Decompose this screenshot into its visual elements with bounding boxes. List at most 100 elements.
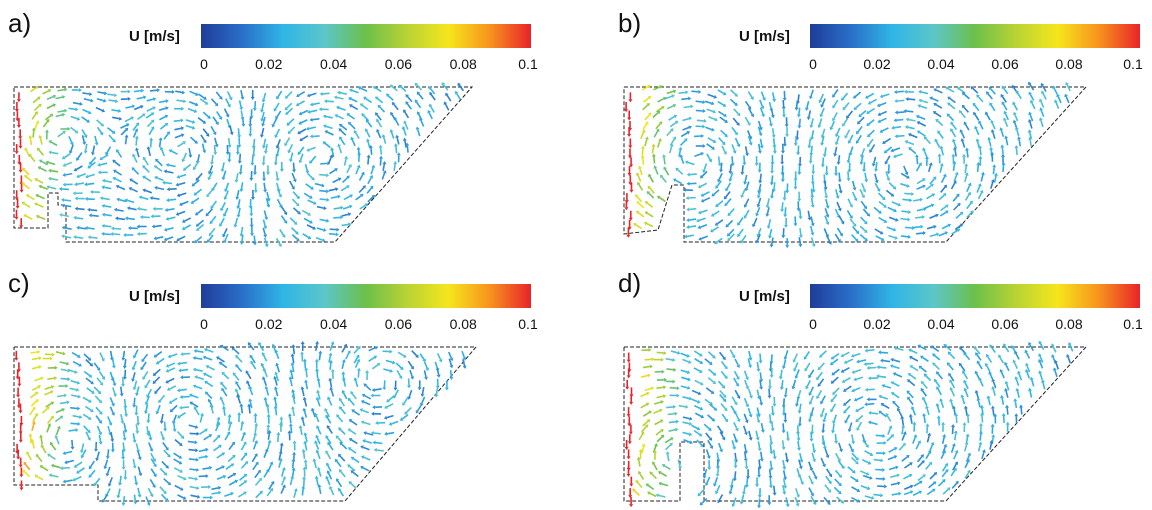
velocity-arrow bbox=[25, 472, 30, 477]
arrow-head bbox=[759, 387, 763, 390]
velocity-arrow bbox=[915, 217, 922, 218]
velocity-arrow bbox=[289, 119, 294, 124]
arrow-head bbox=[273, 396, 277, 399]
velocity-arrow bbox=[319, 470, 321, 477]
arrow-head bbox=[1014, 413, 1018, 416]
velocity-arrow bbox=[224, 228, 227, 234]
velocity-arrow bbox=[316, 416, 319, 423]
arrow-head bbox=[118, 483, 122, 486]
velocity-arrow bbox=[338, 417, 343, 422]
velocity-arrow bbox=[868, 350, 875, 351]
arrow-head bbox=[253, 172, 257, 175]
velocity-arrow bbox=[914, 227, 921, 228]
velocity-arrow bbox=[71, 423, 78, 424]
velocity-arrow bbox=[365, 396, 371, 399]
velocity-arrow bbox=[115, 162, 121, 166]
velocity-arrow bbox=[952, 483, 957, 488]
velocity-arrow bbox=[317, 207, 324, 208]
velocity-arrow bbox=[56, 429, 58, 436]
velocity-arrow bbox=[869, 109, 875, 113]
velocity-arrow bbox=[748, 92, 752, 98]
velocity-arrow bbox=[891, 483, 898, 485]
arrow-head bbox=[62, 352, 65, 356]
arrow-head bbox=[367, 155, 371, 158]
arrow-head bbox=[132, 105, 135, 109]
velocity-arrow bbox=[305, 362, 306, 369]
velocity-arrow bbox=[224, 171, 226, 178]
velocity-arrow bbox=[206, 374, 212, 377]
arrow-head bbox=[180, 395, 183, 399]
velocity-arrow bbox=[643, 124, 647, 130]
velocity-arrow bbox=[28, 454, 31, 460]
velocity-arrow bbox=[198, 154, 199, 161]
velocity-arrow bbox=[342, 362, 344, 369]
velocity-arrow bbox=[367, 131, 370, 137]
arrow-head bbox=[240, 421, 244, 424]
arrow-head bbox=[153, 207, 156, 211]
arrow-head bbox=[445, 388, 449, 391]
velocity-arrow bbox=[726, 199, 731, 204]
velocity-arrow bbox=[305, 411, 307, 418]
velocity-arrow bbox=[735, 471, 736, 478]
arrow-head bbox=[677, 394, 680, 398]
velocity-arrow bbox=[241, 165, 242, 172]
velocity-arrow bbox=[239, 482, 245, 486]
velocity-arrow bbox=[783, 460, 784, 467]
velocity-arrow bbox=[168, 379, 174, 382]
arrow-head bbox=[379, 145, 383, 148]
velocity-arrow bbox=[387, 416, 394, 418]
arrow-head bbox=[115, 99, 118, 103]
velocity-arrow bbox=[652, 147, 653, 154]
velocity-arrow bbox=[46, 116, 52, 120]
arrow-head bbox=[194, 349, 197, 353]
velocity-arrow bbox=[869, 130, 874, 135]
velocity-arrow bbox=[174, 422, 175, 429]
velocity-arrow bbox=[49, 187, 56, 189]
arrow-head bbox=[905, 125, 908, 129]
velocity-arrow bbox=[823, 129, 825, 136]
velocity-arrow bbox=[175, 440, 180, 445]
velocity-arrow bbox=[438, 353, 441, 359]
velocity-arrow bbox=[702, 171, 707, 176]
velocity-arrow bbox=[404, 129, 406, 136]
velocity-arrow bbox=[811, 154, 812, 161]
velocity-arrow bbox=[921, 92, 928, 94]
arrow-head bbox=[80, 102, 83, 106]
velocity-arrow bbox=[309, 147, 316, 150]
arrow-head bbox=[925, 423, 929, 426]
velocity-arrow bbox=[719, 381, 724, 386]
velocity-arrow bbox=[197, 377, 204, 379]
arrow-head bbox=[940, 146, 944, 149]
arrow-head bbox=[907, 218, 910, 222]
velocity-arrow bbox=[451, 370, 452, 377]
arrow-head bbox=[106, 456, 110, 459]
velocity-arrow bbox=[689, 209, 696, 210]
arrow-head bbox=[820, 143, 824, 146]
arrow-head bbox=[279, 416, 283, 419]
arrow-head bbox=[941, 422, 945, 425]
velocity-arrow bbox=[718, 90, 724, 94]
arrow-head bbox=[16, 395, 20, 398]
arrow-head bbox=[663, 385, 666, 389]
velocity-arrow bbox=[256, 480, 261, 485]
arrow-head bbox=[662, 370, 665, 374]
arrow-head bbox=[824, 195, 828, 198]
velocity-arrow bbox=[988, 94, 992, 99]
velocity-arrow bbox=[845, 399, 850, 404]
arrow-head bbox=[328, 378, 332, 381]
velocity-arrow bbox=[43, 447, 46, 453]
velocity-arrow bbox=[364, 115, 369, 120]
velocity-arrow bbox=[171, 354, 178, 356]
velocity-arrow bbox=[904, 487, 911, 490]
velocity-arrow bbox=[921, 101, 928, 103]
arrow-head bbox=[677, 351, 680, 355]
velocity-arrow bbox=[843, 368, 849, 371]
velocity-arrow bbox=[155, 377, 160, 382]
velocity-arrow bbox=[745, 452, 746, 459]
velocity-arrow bbox=[965, 124, 969, 130]
arrow-head bbox=[157, 88, 160, 92]
arrow-head bbox=[66, 384, 69, 388]
velocity-arrow bbox=[291, 153, 293, 160]
arrow-head bbox=[686, 196, 689, 200]
arrow-head bbox=[628, 145, 632, 148]
